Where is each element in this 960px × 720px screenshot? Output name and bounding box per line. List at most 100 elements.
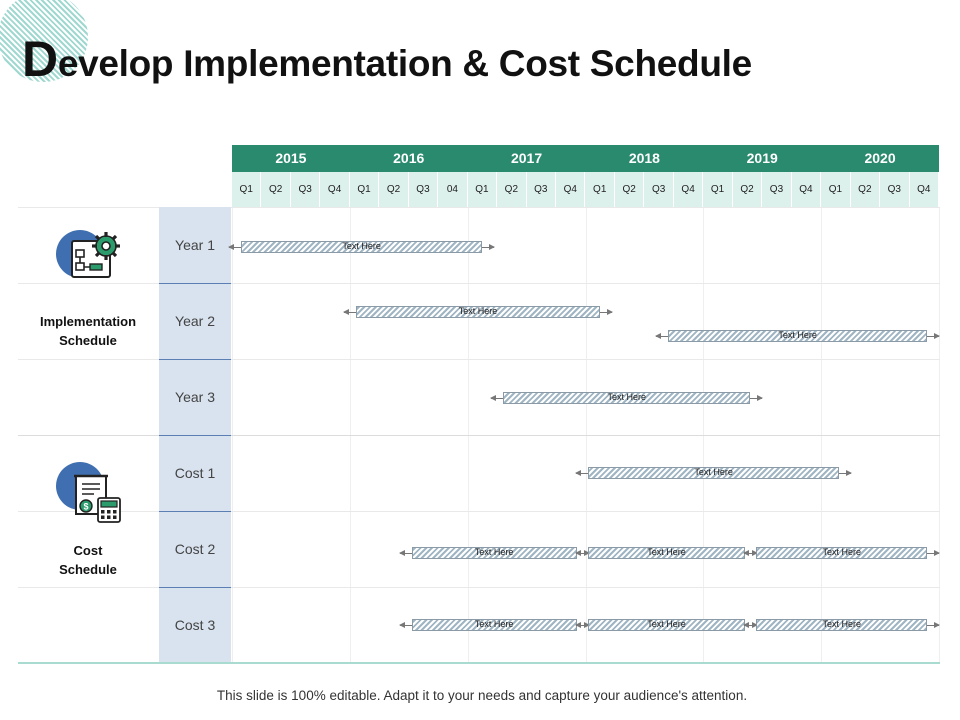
quarter-header: Q4 [792,172,822,207]
row-label-separator [159,435,231,436]
bar-text: Text Here [458,306,498,316]
implementation-schedule-label: Implementation Schedule [39,314,137,348]
quarter-header: Q3 [762,172,792,207]
gantt-bar[interactable]: Text Here [743,547,941,559]
arrow-left-icon [575,470,582,476]
row-label: Year 3 [175,389,215,405]
arrow-right-icon [845,470,852,476]
quarter-header: Q2 [379,172,409,207]
row-label-separator [159,359,231,360]
arrow-left-icon [654,333,661,339]
bar-text: Text Here [342,241,381,251]
arrow-left-icon [575,622,582,628]
quarter-header: Q4 [556,172,586,207]
row-gridlines [18,207,940,664]
arrow-left-icon [398,622,405,628]
bar-text: Text Here [607,392,646,402]
arrow-right-icon [757,395,764,401]
bar-text: Text Here [822,547,862,557]
year-header-2020: 2020 [864,150,896,166]
quarter-header: Q4 [910,172,939,207]
row-label-separator [159,587,231,588]
quarter-header: Q2 [851,172,881,207]
arrow-right-icon [934,333,941,339]
quarter-header: Q4 [674,172,704,207]
row-label: Year 1 [175,237,215,253]
gantt-bar[interactable]: Text Here [227,241,496,253]
arrow-left-icon [342,309,349,315]
quarter-header: Q2 [497,172,527,207]
quarter-header: Q1 [586,172,615,207]
quarter-header: Q1 [468,172,498,207]
quarter-header: Q3 [880,172,910,207]
bar-text: Text Here [474,619,514,629]
quarter-header: Q4 [320,172,350,207]
row-label: Year 2 [175,313,215,329]
bar-text: Text Here [474,547,514,557]
invoice-calculator-icon: $ [56,462,121,523]
quarter-header: Q2 [615,172,645,207]
gantt-bar[interactable]: Text Here [575,619,758,631]
year-header-2015: 2015 [275,150,307,166]
gantt-bar[interactable]: Text Here [398,619,590,631]
bar-fill [588,467,839,479]
quarter-header: Q1 [703,172,733,207]
bar-fill [667,330,928,342]
quarter-header: Q3 [291,172,321,207]
quarters-header: Q1 Q2 Q3 Q4 Q1 Q2 Q3 04 Q1 Q2 Q3 Q4 Q1 Q2 Q3 Q4 Q1 Q2 Q3 Q4… [232,172,939,207]
gantt-bar[interactable]: Text Here [398,547,590,559]
arrow-left-icon [398,550,405,556]
gantt-bar[interactable]: Text Here [654,330,941,342]
quarter-header: 04 [438,172,468,207]
gantt-bar[interactable]: Text Here [575,547,758,559]
row-label-separator [159,283,231,284]
bottom-divider [18,662,940,664]
quarter-header: Q3 [644,172,674,207]
row-label: Cost 2 [174,541,216,557]
arrow-left-icon [490,395,497,401]
cost-schedule-label: Cost Schedule [59,543,117,577]
quarter-header: Q1 [232,172,262,207]
quarter-header: Q3 [409,172,439,207]
arrow-left-icon [743,550,750,556]
bar-fill [503,392,751,404]
row-gridline [18,511,940,512]
page-title: Develop Implementation & Cost Schedule [22,31,752,87]
bar-text: Text Here [778,330,817,340]
bar-fill [240,241,483,253]
row-label: Cost 1 [174,465,216,481]
quarter-header: Q3 [527,172,557,207]
arrow-left-icon [227,244,234,250]
year-header-2016: 2016 [393,150,425,166]
gantt-bar[interactable]: Text Here [575,467,852,479]
year-header-2019: 2019 [746,150,778,166]
decorative-hatched-circle [0,0,88,82]
row-label: Cost 3 [174,617,216,633]
row-gridline [18,283,940,284]
quarter-header: Q2 [733,172,763,207]
bar-text: Text Here [647,547,686,557]
gantt-bar[interactable]: Text Here [490,392,764,404]
row-gridline [18,435,940,436]
svg-text:$: $ [83,502,88,512]
bar-text: Text Here [694,467,733,477]
arrow-right-icon [489,244,496,250]
arrow-right-icon [934,550,941,556]
quarter-header: Q2 [261,172,291,207]
arrow-left-icon [575,550,582,556]
years-header: 2015 2016 2017 2018 2019 2020 [232,145,939,172]
year-header-2017: 2017 [510,150,543,166]
quarter-header: Q1 [821,172,851,207]
quarter-header: Q1 [350,172,380,207]
year-header-2018: 2018 [628,150,660,166]
arrow-left-icon [743,622,750,628]
bar-fill [355,306,601,318]
bar-fill [756,547,928,559]
bar-fill [756,619,928,631]
gear-plan-icon [56,230,120,278]
bar-text: Text Here [647,619,686,629]
gantt-bar[interactable]: Text Here [342,306,614,318]
footer-note: This slide is 100% editable. Adapt it to… [216,688,748,703]
gantt-bar[interactable]: Text Here [743,619,941,631]
arrow-right-icon [934,622,941,628]
